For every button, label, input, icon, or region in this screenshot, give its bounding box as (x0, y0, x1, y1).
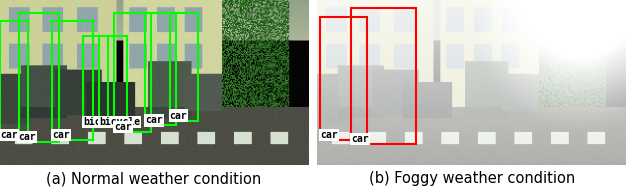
Text: bicycle: bicycle (83, 117, 125, 127)
Text: car: car (19, 132, 36, 142)
Bar (53, 22, 93, 140)
Bar (0, 22, 28, 140)
Text: (a) Normal weather condition: (a) Normal weather condition (46, 171, 262, 186)
Text: car: car (145, 116, 163, 126)
Bar (170, 13, 198, 121)
Bar (19, 13, 59, 142)
Bar (114, 13, 151, 132)
Text: car: car (170, 111, 187, 121)
Text: car: car (321, 130, 338, 140)
Bar (83, 36, 108, 127)
Bar (321, 17, 367, 140)
Text: bicycle: bicycle (99, 117, 140, 127)
Text: car: car (0, 130, 18, 140)
Bar (99, 36, 126, 127)
Text: car: car (53, 130, 70, 140)
Bar (351, 8, 416, 144)
Text: car: car (351, 134, 369, 144)
Bar (145, 13, 176, 126)
Text: car: car (114, 122, 132, 132)
Text: (b) Foggy weather condition: (b) Foggy weather condition (369, 171, 575, 186)
